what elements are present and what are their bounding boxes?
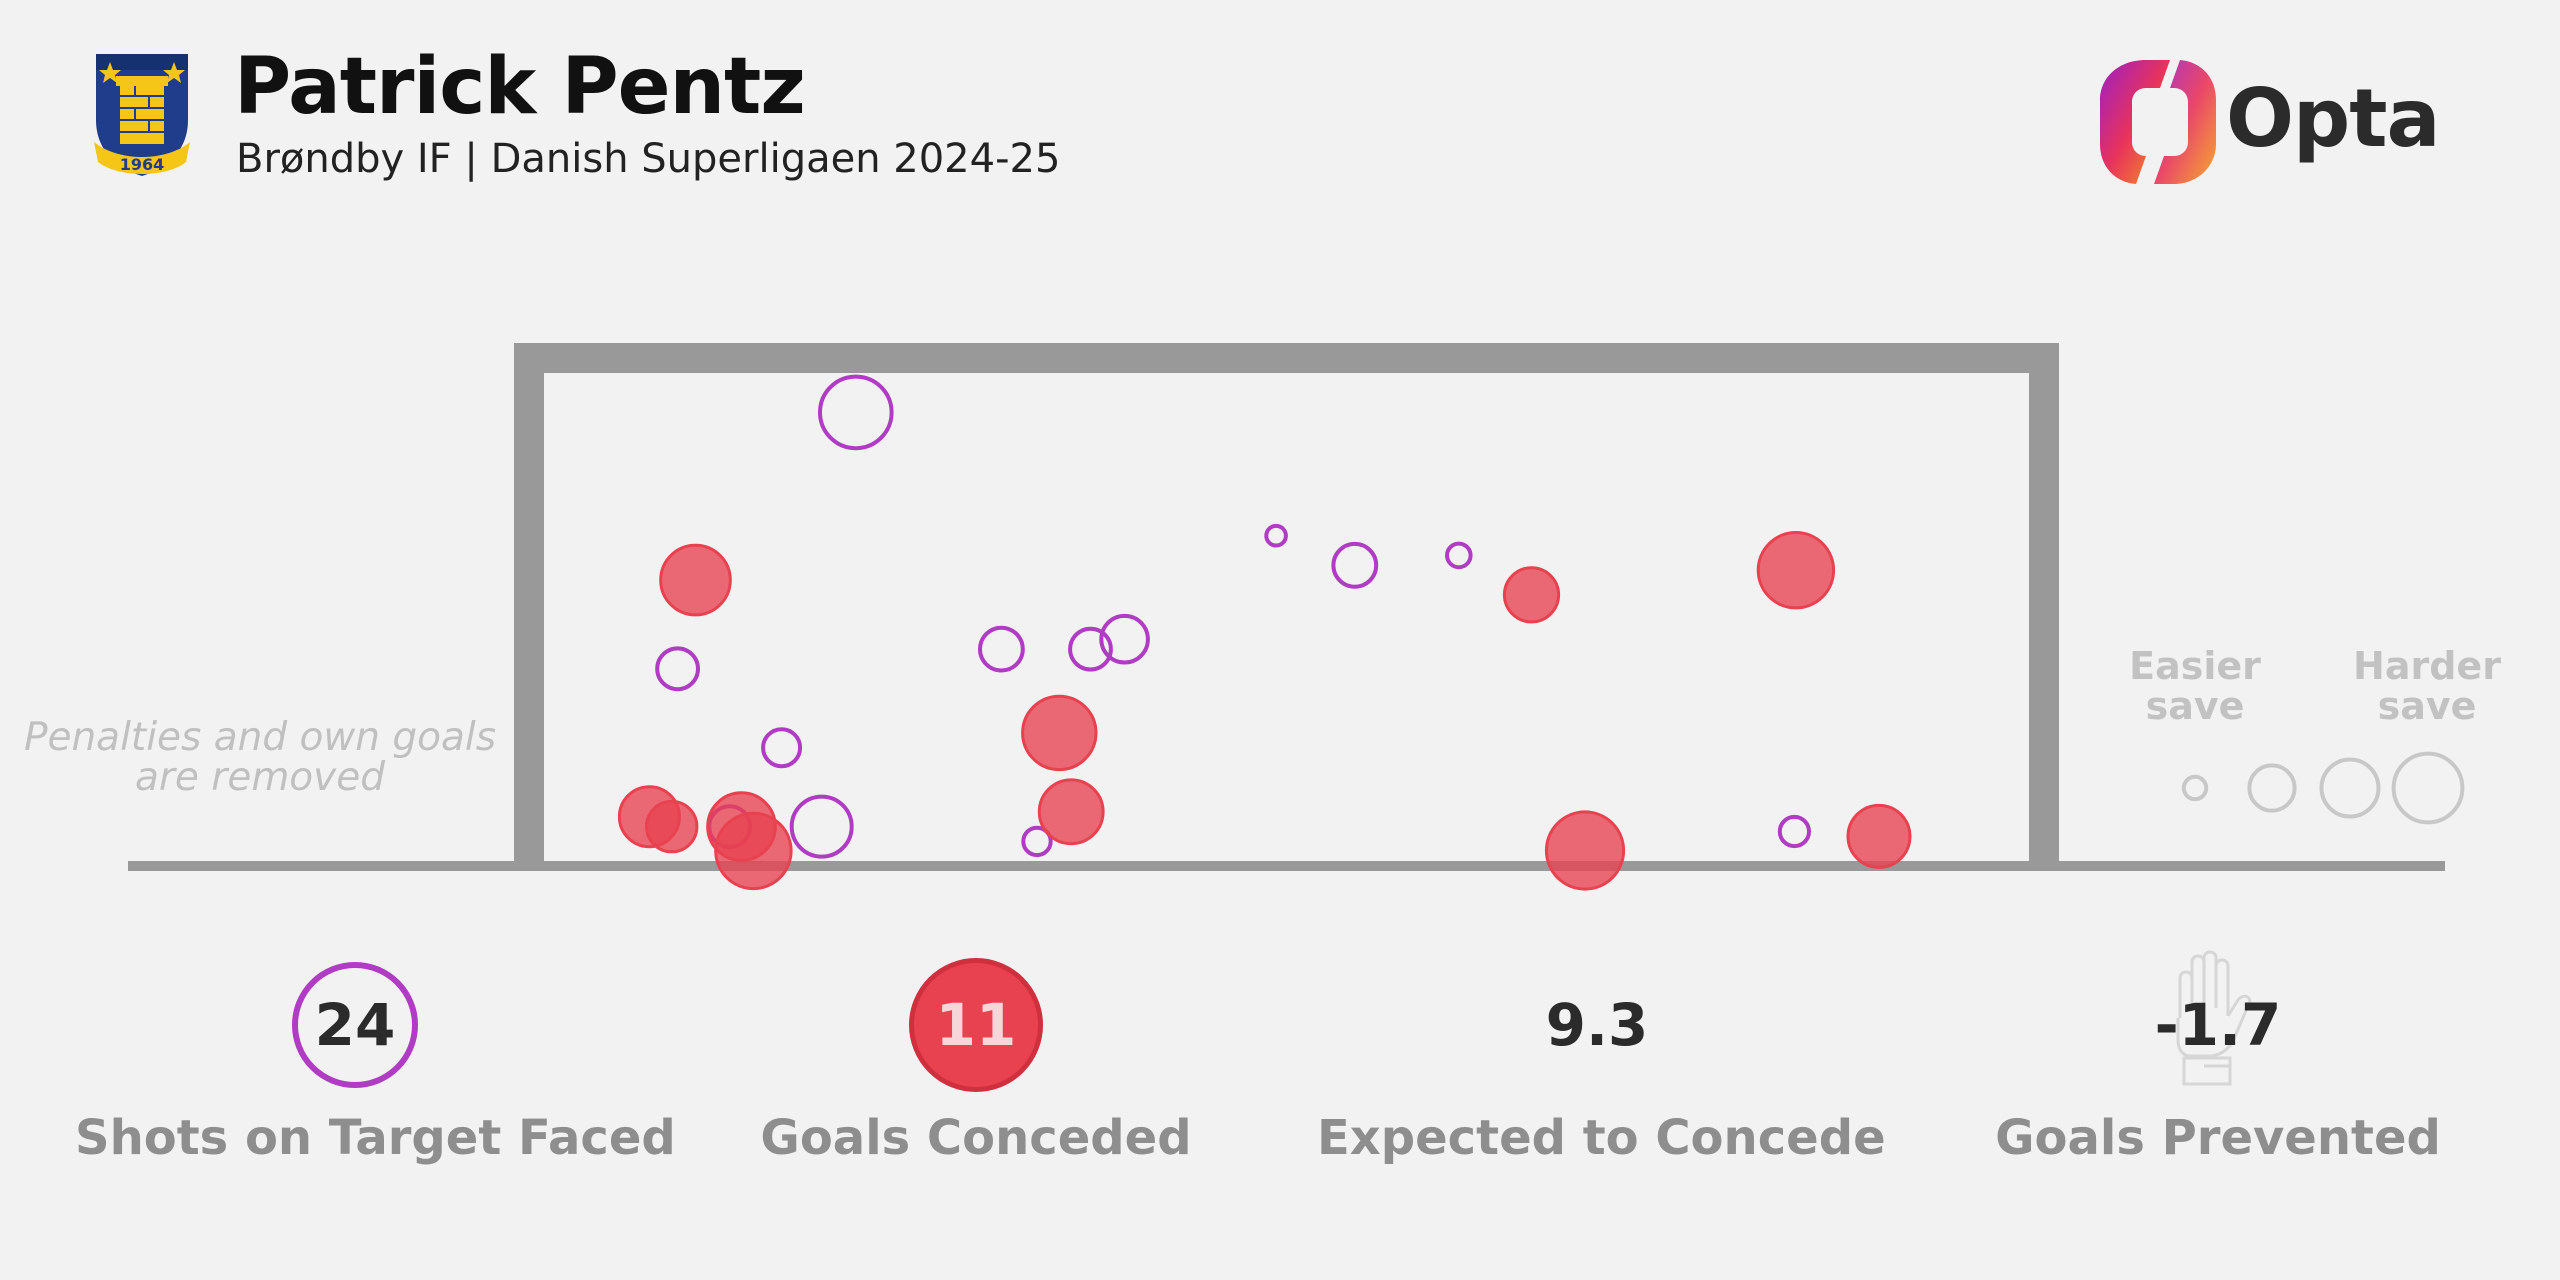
legend-easier-label: Easier save [2129,644,2261,728]
ring-icon [292,962,418,1088]
shot-saved-marker [761,727,803,769]
shot-goal-marker [1037,778,1105,846]
stat-label: Expected to Concede [1317,1110,1886,1166]
stat-label: Goals Prevented [1995,1110,2441,1166]
stat-value: 11 [935,991,1017,1059]
goal-frame [128,343,2445,871]
stat-label: Shots on Target Faced [75,1110,676,1166]
shot-saved-marker [655,646,700,692]
shot-saved-marker [978,625,1025,673]
stat-shots-on-target: 24 Shots on Target Faced [75,950,676,1180]
shot-saved-marker [1445,541,1473,570]
shot-goal-marker [714,811,793,891]
shot-saved-marker [818,374,894,451]
shot-saved-marker [1099,613,1150,665]
stat-value: 9.3 [1545,991,1649,1059]
opta-wordmark: Opta [2226,72,2440,165]
stat-value: 24 [314,991,396,1059]
shot-saved-marker [1331,541,1379,589]
page-title: Patrick Pentz [234,42,806,132]
shot-goal-marker [1544,810,1626,891]
shot-goal-marker [645,799,699,854]
glove-icon [2176,950,2252,1086]
legend-size-marker [2391,751,2465,825]
opta-logo-icon [2100,60,2216,184]
stat-label: Goals Conceded [760,1110,1192,1166]
brondby-crest-icon: 1964 [94,54,190,176]
size-legend [2181,751,2465,825]
shot-goal-marker [1502,566,1561,624]
shots-layer [617,374,1912,891]
penalties-note: Penalties and own goals are removed [23,715,497,800]
legend-size-marker [2247,763,2297,813]
shot-goal-marker [1756,531,1836,610]
goal-disc-icon [909,958,1043,1092]
shot-saved-marker [1264,523,1288,548]
page-subtitle: Brøndby IF | Danish Superligaen 2024-25 [236,136,1061,182]
shot-goal-marker [1846,803,1912,869]
shot-saved-marker [1021,825,1053,858]
stat-value: -1.7 [2154,991,2282,1059]
shot-saved-marker [1068,626,1113,672]
shot-goal-marker [1021,694,1098,772]
legend-size-marker [2181,774,2209,802]
shot-saved-marker [1777,814,1812,849]
legend-size-marker [2319,757,2381,819]
legend-harder-label: Harder save [2353,644,2501,728]
stat-expected-to-concede: 9.3 Expected to Concede [1317,950,1886,1180]
shot-goal-marker [659,543,732,617]
header: 1964 Patrick Pentz Brøndby IF | Danish S… [0,0,2560,200]
crest-year: 1964 [120,155,165,174]
stat-goals-conceded: 11 Goals Conceded [696,950,1256,1180]
stat-goals-prevented: -1.7 Goals Prevented [1938,950,2498,1180]
shot-saved-marker [789,794,854,859]
